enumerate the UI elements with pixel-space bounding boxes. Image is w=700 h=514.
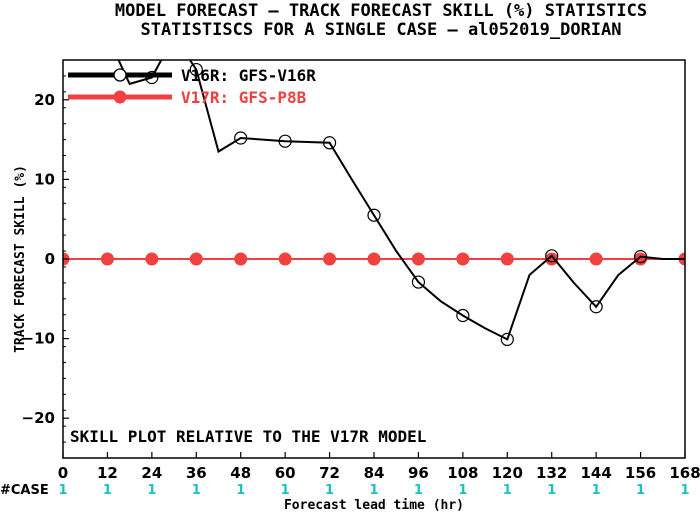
point-v17r xyxy=(456,252,470,266)
case-count: 1 xyxy=(503,483,512,498)
x-tick-label: 168 xyxy=(669,464,700,482)
case-count: 1 xyxy=(281,483,290,498)
point-v17r xyxy=(100,252,114,266)
point-v16r xyxy=(322,136,337,150)
point-v17r xyxy=(323,252,337,266)
point-v16r xyxy=(589,300,603,314)
x-tick-label: 72 xyxy=(319,464,340,482)
case-count: 1 xyxy=(636,483,645,498)
y-tick-label: 0 xyxy=(45,250,55,268)
x-tick-label: 12 xyxy=(97,464,118,482)
legend: V16R: GFS-V16R V17R: GFS-P8B xyxy=(68,66,316,107)
case-count: 1 xyxy=(369,483,378,498)
point-v16r xyxy=(411,275,426,289)
point-v16r xyxy=(278,134,292,148)
legend-marker-v16r xyxy=(113,68,127,82)
point-v16r xyxy=(633,250,648,264)
y-tick-label: −20 xyxy=(22,409,55,427)
point-v17r xyxy=(189,252,203,266)
legend-marker-v17r xyxy=(113,90,127,104)
point-v17r xyxy=(367,252,381,266)
point-v17r xyxy=(589,252,603,266)
series-line-v16r xyxy=(117,60,685,341)
point-v16r xyxy=(234,131,248,145)
point-v16r xyxy=(367,208,381,222)
case-count: 1 xyxy=(592,483,601,498)
case-count: 1 xyxy=(458,483,467,498)
point-v17r xyxy=(145,252,159,266)
case-count: 1 xyxy=(414,483,423,498)
legend-label-v16r: V16R: GFS-V16R xyxy=(181,66,316,85)
case-count: 1 xyxy=(103,483,112,498)
point-v16r xyxy=(545,249,559,263)
point-v16r xyxy=(456,308,470,323)
y-tick-label: −10 xyxy=(22,330,55,348)
x-tick-label: 120 xyxy=(492,464,523,482)
point-v17r xyxy=(500,252,514,266)
point-v17r xyxy=(278,252,292,266)
y-axis-label: TRACK FORECAST SKILL (%) xyxy=(13,165,28,353)
point-v17r xyxy=(545,252,559,266)
x-tick-label: 36 xyxy=(186,464,207,482)
case-count: 1 xyxy=(680,483,689,498)
case-count: 1 xyxy=(236,483,245,498)
x-tick-label: 48 xyxy=(230,464,251,482)
x-tick-label: 156 xyxy=(625,464,656,482)
x-tick-label: 108 xyxy=(447,464,478,482)
case-count: 1 xyxy=(192,483,201,498)
x-axis-label: Forecast lead time (hr) xyxy=(284,498,464,513)
case-count: 1 xyxy=(147,483,156,498)
x-tick-label: 84 xyxy=(364,464,385,482)
y-tick-label: 10 xyxy=(34,170,55,188)
point-v17r xyxy=(234,252,248,266)
case-label: #CASE xyxy=(0,483,49,498)
chart-subtitle: STATISTISCS FOR A SINGLE CASE – al052019… xyxy=(140,20,621,40)
point-v17r xyxy=(411,252,425,266)
x-tick-label: 144 xyxy=(580,464,611,482)
point-v16r xyxy=(189,62,203,77)
case-count: 1 xyxy=(325,483,334,498)
case-count: 1 xyxy=(547,483,556,498)
skill-note: SKILL PLOT RELATIVE TO THE V17R MODEL xyxy=(70,427,426,446)
point-v16r xyxy=(500,332,514,346)
x-tick-label: 0 xyxy=(58,464,68,482)
x-tick-label: 24 xyxy=(141,464,162,482)
point-v16r xyxy=(145,70,159,85)
y-tick-label: 20 xyxy=(34,91,55,109)
case-count: 1 xyxy=(58,483,67,498)
chart-title: MODEL FORECAST – TRACK FORECAST SKILL (%… xyxy=(115,1,647,21)
x-tick-label: 96 xyxy=(408,464,429,482)
x-tick-label: 132 xyxy=(536,464,567,482)
x-tick-label: 60 xyxy=(275,464,296,482)
legend-label-v17r: V17R: GFS-P8B xyxy=(181,88,307,107)
